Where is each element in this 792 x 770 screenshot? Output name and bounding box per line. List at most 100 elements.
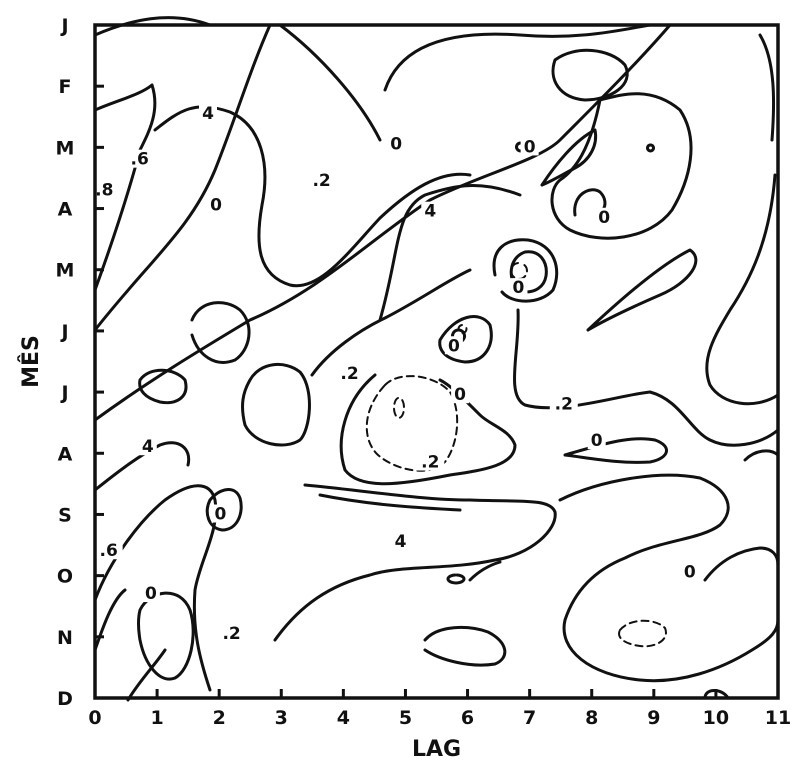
- contour-label-bg: [595, 207, 614, 226]
- y-tick-label: D: [57, 688, 73, 710]
- contour-line: [509, 250, 548, 294]
- y-tick-label: S: [58, 504, 72, 526]
- contour-line: [758, 33, 776, 142]
- contour-label-bg: [138, 437, 157, 456]
- y-tick-label: A: [58, 199, 73, 221]
- contour-label-bg: [416, 452, 445, 471]
- contour-line: [492, 238, 559, 303]
- x-tick-label: 9: [647, 707, 660, 729]
- x-tick-label: 1: [150, 707, 163, 729]
- contour-label: .2: [421, 453, 439, 473]
- contour-line: [563, 437, 668, 464]
- x-tick-label: 4: [337, 707, 350, 729]
- negative-contour-line: [457, 324, 468, 334]
- y-tick-label: M: [56, 260, 75, 282]
- contour-label: .2: [312, 171, 330, 191]
- contour-label-bg: [141, 584, 160, 603]
- contour-line: [573, 188, 607, 217]
- contour-label: .2: [555, 394, 573, 414]
- x-tick-label: 10: [703, 707, 729, 729]
- contour-label-bg: [207, 195, 226, 214]
- contour-line: [93, 83, 157, 292]
- x-axis-title: LAG: [412, 737, 461, 762]
- contour-line: [93, 588, 127, 652]
- contour-line: [551, 48, 629, 102]
- y-tick-label: J: [59, 15, 68, 37]
- negative-contour-line: [393, 397, 405, 419]
- contour-line: [153, 105, 472, 288]
- contour-line: [378, 184, 522, 322]
- contour-line: [137, 591, 195, 681]
- contour-label-bg: [90, 180, 119, 199]
- contour-label: 0: [454, 385, 466, 405]
- contour-label: 0: [145, 584, 157, 604]
- contour-line: [586, 248, 698, 332]
- contour-label: 0: [210, 196, 222, 216]
- contour-label: 0: [684, 563, 696, 583]
- y-tick-label: J: [59, 382, 68, 404]
- contour-line: [241, 362, 311, 447]
- contour-line: [703, 689, 730, 700]
- contour-label: .6: [131, 150, 149, 170]
- contour-line: [550, 92, 693, 240]
- contour-label-bg: [217, 623, 246, 642]
- contour-line: [318, 493, 462, 512]
- contour-label: 4: [395, 532, 407, 552]
- contour-label-bg: [387, 134, 406, 153]
- x-tick-label: 5: [399, 707, 412, 729]
- contour-label: 0: [448, 336, 460, 356]
- contour-label: .8: [95, 180, 113, 200]
- y-tick-label: O: [57, 566, 73, 588]
- x-tick-label: 3: [275, 707, 288, 729]
- contour-line: [446, 573, 466, 585]
- contour-label-bg: [307, 171, 336, 190]
- contour-label: .2: [222, 624, 240, 644]
- contour-label: .6: [100, 541, 118, 561]
- contour-line: [93, 441, 191, 492]
- x-tick-label: 6: [461, 707, 474, 729]
- contour-line: [339, 373, 517, 486]
- contour-labels: 4 .6 .8 0 .2 0 0 4 0 0 0 .2 0 .2 0 4 .2 0 .6 4 0 0 .2: [90, 103, 699, 644]
- contour-line: [513, 308, 780, 447]
- contour-line: [743, 449, 780, 462]
- contour-line: [705, 173, 780, 406]
- x-tick-label: 8: [585, 707, 598, 729]
- contour-line: [423, 626, 507, 667]
- contour-line: [190, 301, 251, 364]
- contour-label-bg: [444, 336, 463, 355]
- x-tick-label: 11: [765, 707, 791, 729]
- contour-line: [438, 315, 493, 364]
- contour-line: [383, 23, 652, 92]
- y-tick-label: A: [58, 443, 73, 465]
- y-tick-label: M: [56, 137, 75, 159]
- contour-label-bg: [391, 532, 410, 551]
- contour-label: .2: [340, 364, 358, 384]
- contour-label-bg: [335, 363, 364, 382]
- contour-line: [93, 23, 272, 332]
- contour-line: [468, 560, 502, 582]
- contour-line: [273, 483, 557, 642]
- contour-line: [540, 128, 598, 187]
- x-tick-label: 2: [213, 707, 226, 729]
- contour-line: [93, 484, 218, 692]
- contour-label-bg: [549, 394, 578, 413]
- y-tick-label: N: [57, 627, 73, 649]
- contour-label-bg: [587, 431, 606, 450]
- negative-contour-line: [618, 619, 667, 648]
- contour-label-bg: [520, 137, 539, 156]
- plot-frame: [93, 23, 780, 700]
- contour-line: [703, 546, 780, 582]
- contour-label-bg: [211, 504, 230, 523]
- contour-line: [558, 473, 780, 683]
- contour-line: [278, 23, 382, 142]
- contour-line: [310, 268, 472, 377]
- y-axis-title: MÊS: [18, 335, 44, 388]
- contour-label-bg: [125, 149, 154, 168]
- contour-line: [93, 23, 672, 422]
- contour-label: 0: [598, 208, 610, 228]
- negative-contour-line: [510, 262, 528, 280]
- contour-line: [93, 16, 212, 37]
- contour-label: 0: [524, 137, 536, 157]
- contour-line: [205, 488, 243, 532]
